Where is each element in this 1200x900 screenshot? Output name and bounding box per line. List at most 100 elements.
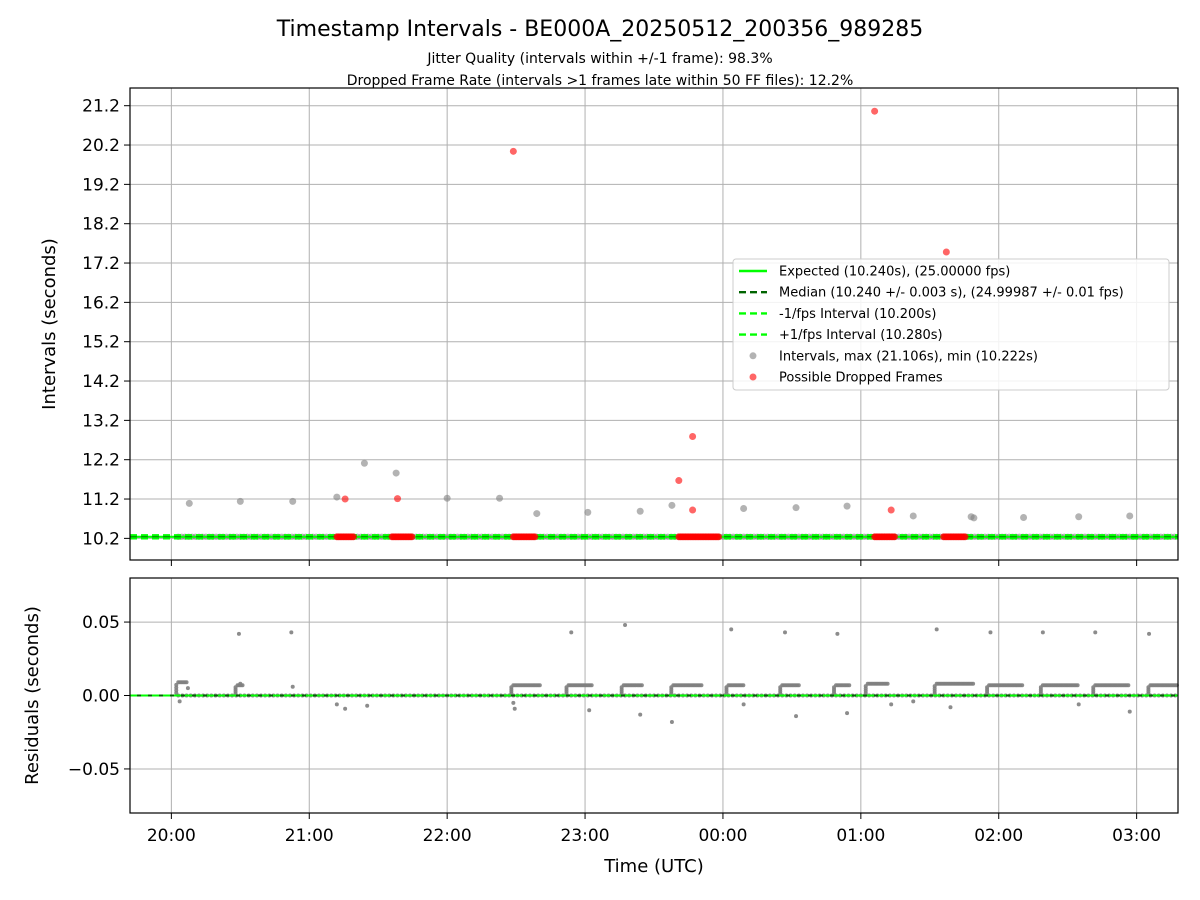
- dropped-frame-point: [349, 533, 357, 541]
- residual-point: [845, 711, 850, 716]
- interval-point: [185, 499, 193, 507]
- residual-point: [1146, 685, 1151, 690]
- residual-point: [639, 683, 644, 688]
- residual-point: [669, 685, 674, 690]
- interval-point: [668, 501, 676, 509]
- dropped-frame-point: [715, 533, 722, 541]
- residual-point: [794, 714, 799, 719]
- residual-point: [1093, 630, 1098, 635]
- residuals-y-ticks: −0.05 0.00 0.05: [68, 613, 130, 780]
- residual-point: [587, 708, 592, 713]
- dropped-frame-point: [887, 506, 895, 514]
- residual-point: [623, 623, 628, 627]
- dropped-frame-point: [675, 477, 683, 485]
- interval-point: [1020, 514, 1028, 522]
- residual-point: [638, 712, 643, 717]
- residuals-panel: −0.05 0.00 0.05 20:00 21:00 22:00 23:00 00:00 0…: [22, 577, 1179, 877]
- x-tick-label: 22:00: [423, 826, 472, 846]
- interval-point: [740, 504, 748, 512]
- residual-point: [290, 684, 295, 689]
- residual-point: [238, 681, 243, 686]
- y-tick-label: 15.2: [82, 333, 120, 353]
- legend-entry-label: Median (10.240 +/- 0.003 s), (24.99987 +…: [779, 286, 1124, 301]
- residual-point: [796, 683, 801, 688]
- residual-point: [569, 630, 574, 635]
- residual-point: [512, 706, 517, 711]
- residual-point: [783, 630, 787, 635]
- residual-point: [1091, 685, 1096, 690]
- y-tick-label: −0.05: [68, 760, 120, 780]
- figure-subtitle-jitter: Jitter Quality (intervals within +/-1 fr…: [426, 51, 772, 67]
- intervals-y-ticks: 10.2 11.2 12.2 13.2 14.2 15.2 16.2 17.2 18.2 19.2…: [82, 97, 130, 549]
- x-tick-label: 20:00: [147, 826, 196, 846]
- dropped-frame-point: [961, 533, 969, 541]
- interval-point: [333, 493, 341, 501]
- residual-point: [184, 680, 189, 685]
- intervals-y-axis-label: Intervals (seconds): [39, 238, 60, 410]
- legend-marker-swatch: [749, 373, 757, 381]
- residual-point: [1075, 683, 1080, 688]
- legend-entry-label: Intervals, max (21.106s), min (10.222s): [779, 349, 1038, 364]
- y-tick-label: 14.2: [82, 372, 120, 392]
- x-tick-label: 02:00: [974, 826, 1023, 846]
- residual-point: [988, 630, 993, 635]
- dropped-frame-point: [509, 147, 517, 155]
- dropped-frame-point: [689, 432, 697, 440]
- residual-point: [729, 627, 734, 632]
- dropped-frame-point: [871, 107, 879, 115]
- residual-point: [1020, 683, 1025, 688]
- interval-point: [360, 459, 368, 467]
- residual-point: [934, 627, 939, 632]
- y-tick-label: 18.2: [82, 215, 120, 235]
- residual-point: [537, 683, 542, 688]
- dropped-frame-point: [394, 495, 402, 503]
- interval-point: [443, 494, 451, 502]
- residual-point: [1038, 685, 1043, 690]
- interval-point: [584, 508, 592, 516]
- intervals-data: [130, 107, 1178, 541]
- interval-point: [792, 504, 800, 512]
- interval-point: [496, 494, 504, 502]
- x-tick-label: 21:00: [285, 826, 334, 846]
- y-tick-label: 21.2: [82, 97, 120, 117]
- interval-point: [909, 512, 917, 520]
- dropped-frame-point: [531, 533, 539, 541]
- interval-point: [392, 469, 400, 477]
- residual-point: [832, 685, 837, 690]
- x-tick-label: 00:00: [698, 826, 747, 846]
- y-tick-label: 0.00: [82, 687, 120, 707]
- residual-point: [835, 631, 840, 636]
- legend-entry-label: +1/fps Interval (10.280s): [779, 328, 943, 343]
- x-tick-label: 23:00: [561, 826, 610, 846]
- y-tick-label: 11.2: [82, 490, 120, 510]
- residual-point: [177, 699, 182, 704]
- residual-point: [1126, 683, 1131, 688]
- interval-point: [970, 514, 978, 522]
- residual-point: [365, 703, 370, 708]
- residuals-x-ticks: 20:00 21:00 22:00 23:00 00:00 01:00 02:00 03:00: [147, 813, 1161, 846]
- residual-point: [1127, 709, 1132, 714]
- y-tick-label: 20.2: [82, 136, 120, 156]
- dropped-frame-point: [942, 248, 950, 256]
- time-axis-label: Time (UTC): [603, 856, 704, 877]
- legend-marker-swatch: [749, 352, 757, 360]
- residuals-axes-frame: [129, 577, 1179, 814]
- y-tick-label: 19.2: [82, 175, 120, 195]
- intervals-x-ticks: [170, 560, 1138, 566]
- figure-subtitle-dropped: Dropped Frame Rate (intervals >1 frames …: [347, 73, 854, 89]
- residual-point: [233, 685, 238, 690]
- residual-point: [343, 706, 348, 711]
- residual-point: [932, 684, 937, 689]
- dropped-frame-point: [689, 506, 697, 514]
- residual-point: [985, 685, 990, 690]
- dropped-frame-point: [408, 533, 416, 541]
- interval-point: [843, 502, 851, 510]
- legend-entry-label: Possible Dropped Frames: [779, 371, 943, 386]
- legend-entry-label: -1/fps Interval (10.200s): [779, 307, 936, 322]
- legend-entry-label: Expected (10.240s), (25.00000 fps): [779, 265, 1010, 280]
- y-tick-label: 17.2: [82, 254, 120, 274]
- residual-point: [185, 686, 190, 691]
- residual-point: [564, 685, 569, 690]
- intervals-axes-frame: [129, 87, 1179, 561]
